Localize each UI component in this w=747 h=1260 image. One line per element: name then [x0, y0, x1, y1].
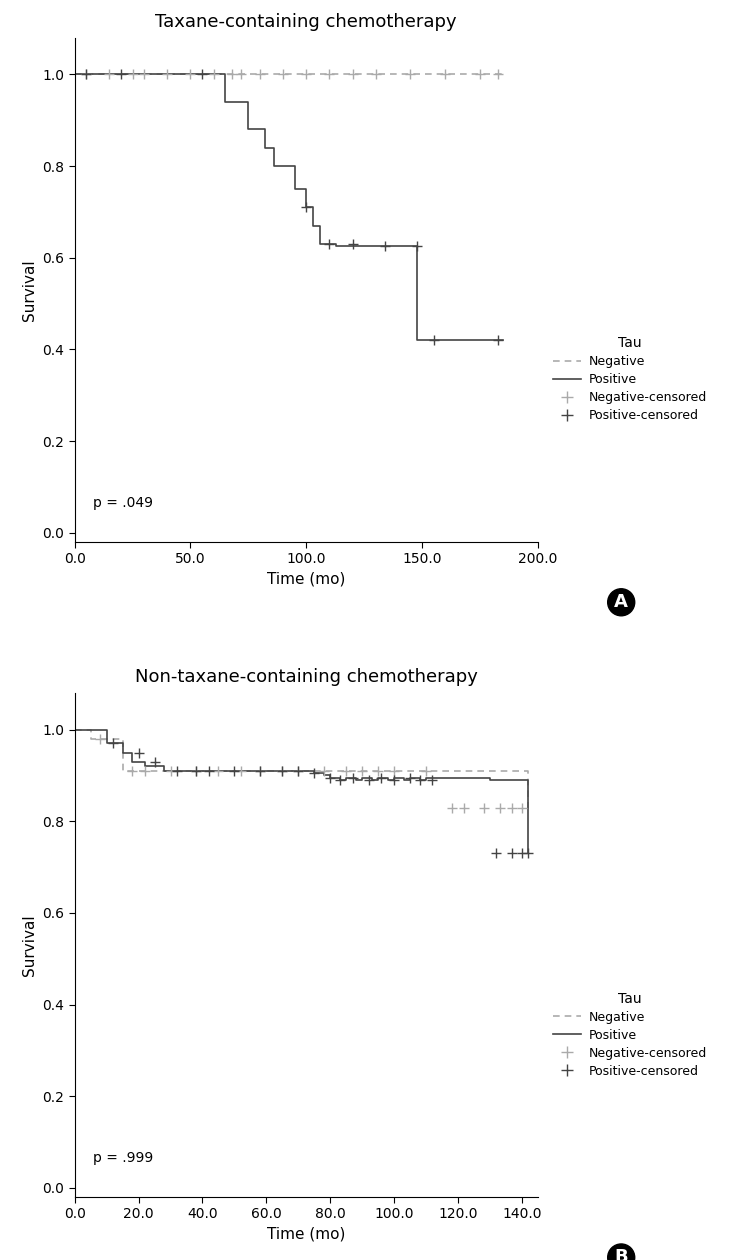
Text: B: B [614, 1249, 628, 1260]
Legend: Negative, Positive, Negative-censored, Positive-censored: Negative, Positive, Negative-censored, P… [554, 992, 707, 1077]
Title: Non-taxane-containing chemotherapy: Non-taxane-containing chemotherapy [134, 668, 478, 685]
Y-axis label: Survival: Survival [22, 915, 37, 975]
Y-axis label: Survival: Survival [22, 260, 37, 320]
X-axis label: Time (mo): Time (mo) [267, 1227, 345, 1242]
Title: Taxane-containing chemotherapy: Taxane-containing chemotherapy [155, 13, 457, 30]
Text: A: A [614, 593, 628, 611]
X-axis label: Time (mo): Time (mo) [267, 572, 345, 587]
Text: p = .999: p = .999 [93, 1150, 153, 1166]
Legend: Negative, Positive, Negative-censored, Positive-censored: Negative, Positive, Negative-censored, P… [554, 336, 707, 422]
Text: p = .049: p = .049 [93, 495, 153, 510]
